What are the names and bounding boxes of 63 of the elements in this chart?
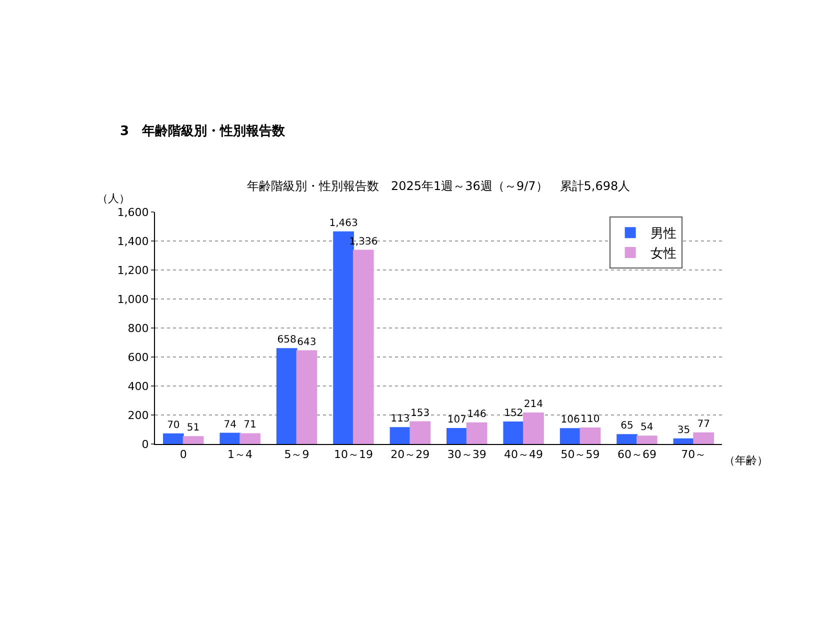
data-label: 658 <box>277 334 296 346</box>
y-tick-label: 200 <box>128 408 149 422</box>
data-label: 146 <box>467 408 486 420</box>
data-label: 65 <box>620 420 634 432</box>
y-tick-label: 1,400 <box>117 234 149 248</box>
y-tick-label: 600 <box>128 350 149 364</box>
x-tick-label: 70～ <box>681 448 706 462</box>
data-label: 54 <box>640 422 654 434</box>
bar <box>220 432 241 444</box>
chart-subtitle: 年齢階級別・性別報告数 2025年1週～36週（～9/7） 累計5,698人 <box>247 179 630 193</box>
bar <box>636 436 658 444</box>
data-label: 1,463 <box>329 218 358 229</box>
y-tick-label: 800 <box>128 322 149 335</box>
data-label: 107 <box>447 414 466 426</box>
data-label: 214 <box>524 398 544 410</box>
x-tick-label: 20～29 <box>390 448 430 462</box>
bar <box>390 427 411 444</box>
bar <box>410 421 430 444</box>
data-label: 113 <box>390 414 410 425</box>
bar <box>503 421 524 444</box>
x-tick-label: 5～9 <box>284 448 310 462</box>
y-tick-label: 1,000 <box>117 292 149 306</box>
data-label: 74 <box>224 419 236 430</box>
data-label: 70 <box>167 420 180 431</box>
bar <box>673 438 694 444</box>
y-axis-title: （人） <box>97 192 130 205</box>
data-label: 110 <box>580 414 600 426</box>
x-axis-title: （年齢） <box>724 454 768 467</box>
x-tick-label: 0 <box>180 448 187 462</box>
bar <box>352 250 374 444</box>
data-label: 153 <box>410 408 430 419</box>
y-tick-label: 0 <box>142 438 149 451</box>
bar <box>240 433 260 444</box>
x-tick-label: 40～49 <box>504 448 544 462</box>
bar <box>693 432 714 444</box>
data-label: 643 <box>297 336 316 348</box>
bar <box>276 348 298 444</box>
x-tick-label: 50～59 <box>560 448 600 462</box>
bar <box>560 428 581 444</box>
x-tick-label: 30～39 <box>447 448 486 462</box>
legend-label: 男性 <box>650 226 676 242</box>
x-tick-label: 60～69 <box>617 448 656 462</box>
legend-label: 女性 <box>650 246 676 262</box>
data-label: 35 <box>677 424 690 436</box>
y-tick-label: 400 <box>128 380 149 393</box>
data-label: 77 <box>697 418 710 430</box>
bar <box>296 350 318 444</box>
y-tick-label: 1,600 <box>117 206 149 219</box>
bar <box>446 428 468 444</box>
bar <box>616 434 638 444</box>
x-tick-label: 10～19 <box>334 448 373 462</box>
data-label: 152 <box>504 408 524 419</box>
data-label: 106 <box>560 414 580 426</box>
data-label: 51 <box>186 422 200 434</box>
x-tick-label: 1～4 <box>228 448 253 462</box>
bar <box>580 428 601 444</box>
bar <box>163 433 184 444</box>
data-label: 71 <box>244 420 256 431</box>
bar <box>523 412 544 444</box>
bar <box>466 422 488 444</box>
y-tick-label: 1,200 <box>117 264 149 277</box>
bar <box>182 436 204 444</box>
chart-title: 3 年齢階級別・性別報告数 <box>120 123 286 139</box>
